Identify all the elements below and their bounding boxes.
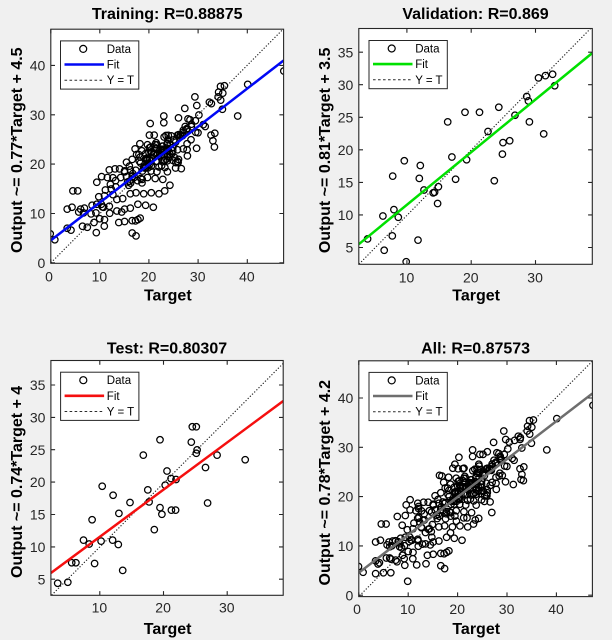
svg-text:0: 0 <box>45 269 53 285</box>
svg-text:10: 10 <box>400 601 416 617</box>
svg-text:Fit: Fit <box>107 60 121 72</box>
svg-text:Output ~= 0.74*Target + 4: Output ~= 0.74*Target + 4 <box>9 386 26 578</box>
svg-text:20: 20 <box>449 601 465 617</box>
svg-text:Output ~= 0.78*Target + 4.2: Output ~= 0.78*Target + 4.2 <box>317 380 334 586</box>
svg-text:35: 35 <box>30 377 46 393</box>
svg-text:10: 10 <box>338 207 354 223</box>
svg-text:15: 15 <box>30 507 46 523</box>
svg-text:Output ~= 0.77*Target + 4.5: Output ~= 0.77*Target + 4.5 <box>9 47 26 253</box>
svg-text:5: 5 <box>38 571 46 587</box>
svg-text:Y = T: Y = T <box>107 75 134 87</box>
svg-text:30: 30 <box>219 600 235 616</box>
svg-text:20: 20 <box>463 270 479 286</box>
svg-text:All: R=0.87573: All: R=0.87573 <box>421 340 530 357</box>
svg-text:30: 30 <box>30 410 46 426</box>
svg-text:30: 30 <box>499 601 515 617</box>
svg-text:5: 5 <box>346 240 354 256</box>
svg-text:30: 30 <box>338 439 354 455</box>
svg-text:Fit: Fit <box>107 391 121 403</box>
svg-text:Target: Target <box>452 288 500 305</box>
svg-text:0: 0 <box>346 587 354 603</box>
svg-text:40: 40 <box>30 58 46 74</box>
svg-text:20: 20 <box>141 269 157 285</box>
svg-text:Y = T: Y = T <box>415 75 442 87</box>
svg-text:10: 10 <box>338 538 354 554</box>
svg-text:Output ~= 0.81*Target + 3.5: Output ~= 0.81*Target + 3.5 <box>317 48 334 254</box>
svg-text:0: 0 <box>353 601 361 617</box>
svg-text:10: 10 <box>92 600 108 616</box>
svg-text:20: 20 <box>30 474 46 490</box>
svg-text:25: 25 <box>30 442 46 458</box>
svg-text:20: 20 <box>338 489 354 505</box>
svg-text:0: 0 <box>38 255 46 271</box>
svg-text:Data: Data <box>107 44 132 56</box>
svg-text:20: 20 <box>338 142 354 158</box>
svg-text:Training: R=0.88875: Training: R=0.88875 <box>92 6 243 23</box>
svg-text:40: 40 <box>239 269 255 285</box>
svg-text:30: 30 <box>527 270 543 286</box>
svg-text:20: 20 <box>30 156 46 172</box>
svg-text:30: 30 <box>190 269 206 285</box>
svg-text:20: 20 <box>155 600 171 616</box>
svg-text:Fit: Fit <box>415 391 429 403</box>
svg-text:Test: R=0.80307: Test: R=0.80307 <box>107 340 227 357</box>
svg-text:30: 30 <box>338 77 354 93</box>
svg-text:Validation: R=0.869: Validation: R=0.869 <box>402 6 548 23</box>
svg-text:25: 25 <box>338 109 354 125</box>
svg-text:10: 10 <box>30 206 46 222</box>
svg-text:Target: Target <box>452 621 500 638</box>
svg-text:Data: Data <box>415 375 440 387</box>
svg-text:40: 40 <box>338 390 354 406</box>
svg-text:10: 10 <box>30 539 46 555</box>
svg-text:Target: Target <box>144 621 192 638</box>
svg-text:Target: Target <box>144 288 192 305</box>
svg-text:15: 15 <box>338 175 354 191</box>
svg-text:Y = T: Y = T <box>415 407 442 419</box>
svg-text:10: 10 <box>92 269 108 285</box>
svg-text:40: 40 <box>548 601 564 617</box>
svg-text:10: 10 <box>399 270 415 286</box>
svg-text:Data: Data <box>107 375 132 387</box>
svg-text:Data: Data <box>415 44 440 56</box>
svg-text:Fit: Fit <box>415 59 429 71</box>
svg-text:Y = T: Y = T <box>107 407 134 419</box>
svg-text:35: 35 <box>338 44 354 60</box>
svg-text:30: 30 <box>30 107 46 123</box>
